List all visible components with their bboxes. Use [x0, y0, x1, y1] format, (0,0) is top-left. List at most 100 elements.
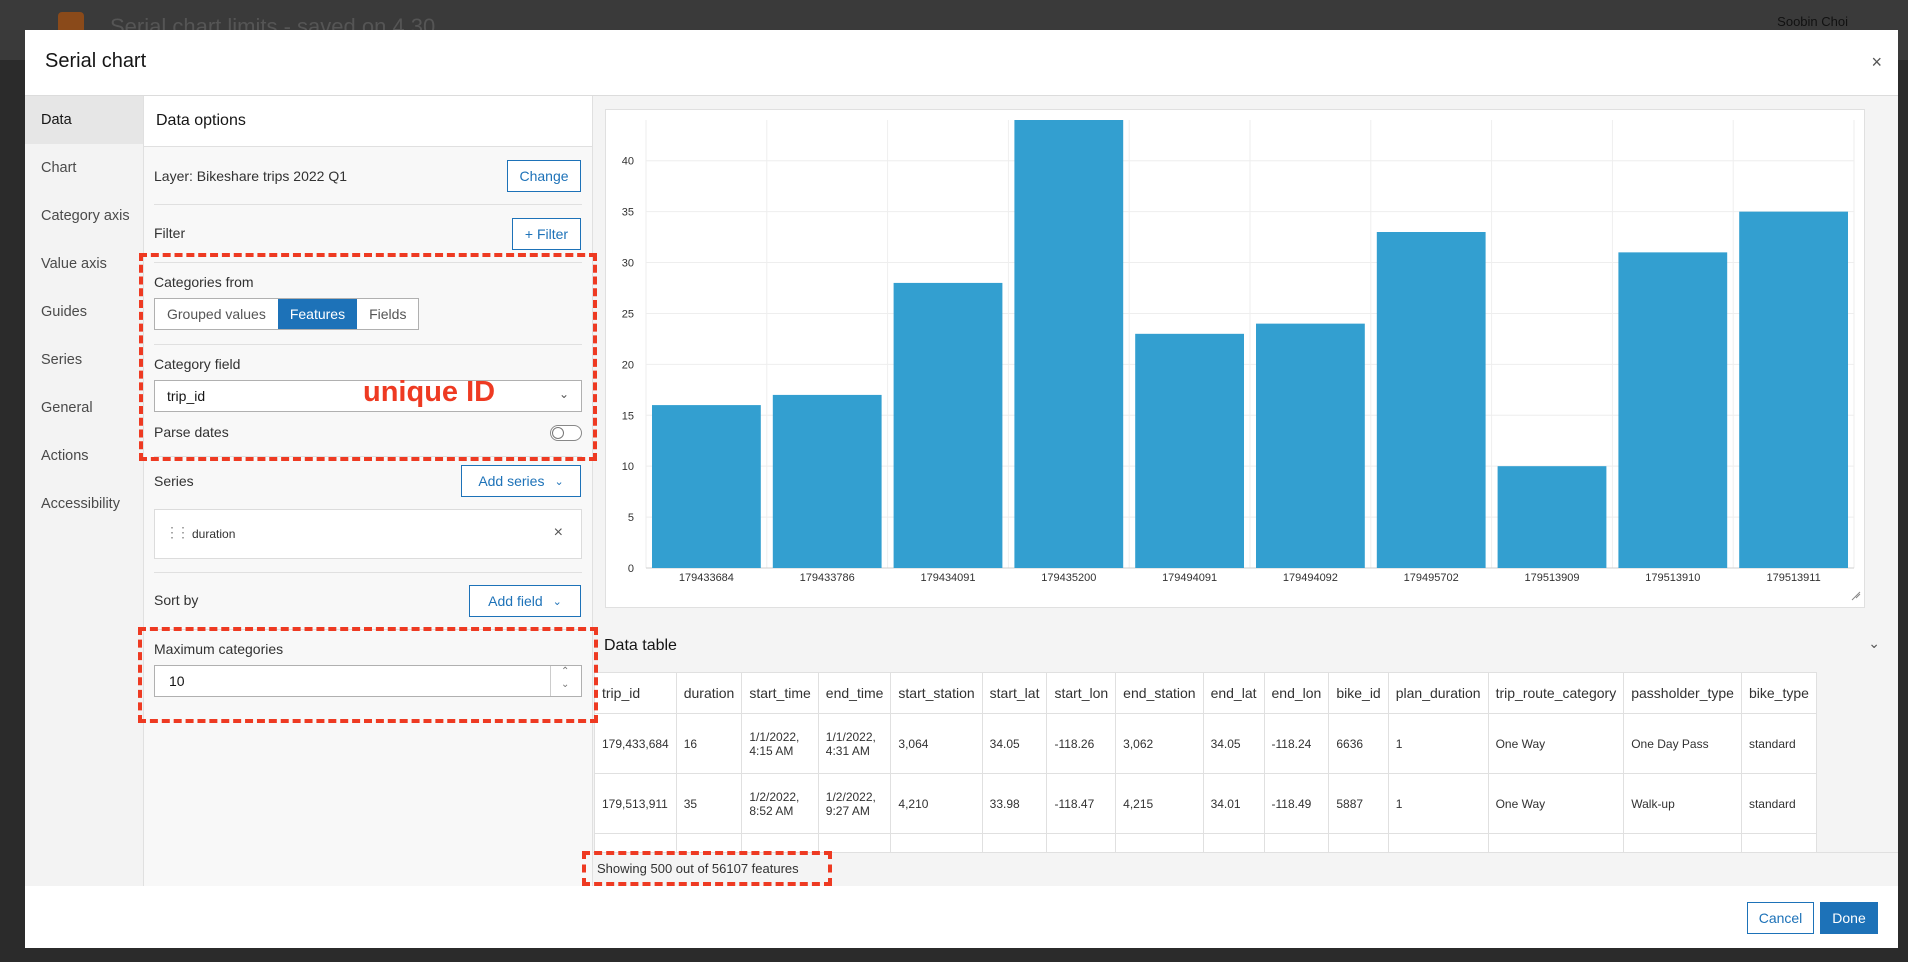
chevron-down-icon: ⌄: [558, 387, 569, 401]
column-header[interactable]: end_lat: [1202, 672, 1265, 714]
parse-dates-toggle[interactable]: [550, 425, 582, 441]
add-field-button[interactable]: Add field ⌄: [469, 585, 581, 617]
bar: [652, 405, 761, 568]
table-cell: [1328, 833, 1389, 852]
table-cell: [981, 833, 1048, 852]
table-row[interactable]: 179,433,684 16 1/1/2022, 4:15 AM 1/1/2022, 4:…: [594, 713, 1817, 774]
x-tick-label: 179494092: [1283, 572, 1338, 584]
table-cell: [1740, 833, 1817, 852]
series-item-label: duration: [192, 527, 236, 541]
table-cell: 4,215: [1115, 773, 1204, 834]
cancel-button[interactable]: Cancel: [1747, 902, 1814, 934]
series-item: ⋮⋮ duration ×: [154, 509, 582, 559]
x-tick-label: 179513909: [1524, 572, 1579, 584]
table-cell: [1263, 833, 1330, 852]
nav-item-accessibility[interactable]: Accessibility: [41, 496, 120, 512]
y-tick-label: 10: [622, 461, 634, 473]
table-cell: 35: [675, 773, 743, 834]
table-cell: 1/2/2022, 9:27 AM: [817, 773, 892, 834]
dialog-header: Serial chart ×: [25, 30, 1898, 96]
x-tick-label: 179513910: [1645, 572, 1700, 584]
table-cell: 1/2/2022,: [817, 833, 892, 852]
table-cell: One Day Pass: [1623, 713, 1742, 774]
chevron-down-icon: ⌄: [554, 475, 564, 488]
drag-handle-icon[interactable]: ⋮⋮: [165, 524, 190, 540]
y-tick-label: 5: [628, 512, 634, 524]
collapse-chevron-icon[interactable]: ⌄: [1868, 635, 1880, 651]
chevron-down-icon: ⌄: [552, 595, 562, 608]
column-header[interactable]: start_lat: [981, 672, 1048, 714]
y-tick-label: 15: [622, 410, 634, 422]
nav-item-series[interactable]: Series: [41, 352, 83, 368]
column-header[interactable]: passholder_type: [1623, 672, 1742, 714]
data-table-heading: Data table: [604, 637, 677, 654]
table-cell: 1: [1387, 773, 1489, 834]
column-header[interactable]: plan_duration: [1387, 672, 1489, 714]
table-cell: 34.05: [1202, 713, 1265, 774]
nav-item-category-axis[interactable]: Category axis: [41, 208, 130, 224]
segment-features[interactable]: Features: [277, 299, 358, 329]
nav-item-actions[interactable]: Actions: [41, 448, 89, 464]
add-filter-button[interactable]: + Filter: [512, 218, 581, 250]
segment-fields[interactable]: Fields: [369, 306, 407, 322]
add-series-label: Add series: [478, 473, 545, 489]
filter-label: Filter: [154, 225, 186, 241]
x-tick-label: 179433684: [679, 572, 734, 584]
nav-item-general[interactable]: General: [41, 400, 93, 416]
table-cell: standard: [1740, 713, 1817, 774]
dialog-title: Serial chart: [45, 50, 147, 72]
table-cell: -118.26: [1046, 713, 1117, 774]
table-cell: 1/2/2022,: [741, 833, 819, 852]
table-cell: [1623, 833, 1742, 852]
table-cell: 1/1/2022, 4:31 AM: [817, 713, 892, 774]
table-row[interactable]: 1/2/2022,1/2/2022,: [594, 833, 1817, 852]
table-cell: 34.05: [981, 713, 1048, 774]
change-layer-button[interactable]: Change: [507, 160, 581, 192]
bar: [893, 282, 1003, 568]
column-header[interactable]: end_station: [1115, 672, 1204, 714]
bar: [1014, 120, 1124, 568]
done-button[interactable]: Done: [1820, 902, 1878, 934]
table-cell: Walk-up: [1623, 773, 1742, 834]
categories-from-segmented-control: Grouped values Features Fields: [154, 298, 420, 330]
column-header[interactable]: bike_type: [1740, 672, 1817, 714]
table-cell: [1202, 833, 1265, 852]
column-header[interactable]: start_station: [890, 672, 983, 714]
x-tick-label: 179495702: [1404, 572, 1459, 584]
decrement-icon[interactable]: ⌄: [561, 679, 570, 690]
nav-item-data[interactable]: Data: [25, 96, 143, 144]
table-cell: [1046, 833, 1117, 852]
data-options-heading: Data options: [144, 96, 592, 147]
table-cell: 6636: [1328, 713, 1389, 774]
bar: [772, 394, 882, 568]
data-table-viewport[interactable]: trip_id duration start_time end_time start_s…: [594, 672, 1891, 852]
column-header[interactable]: trip_id: [594, 672, 677, 714]
nav-item-guides[interactable]: Guides: [41, 304, 87, 320]
bar: [1256, 323, 1365, 568]
maximum-categories-input[interactable]: 10 ⌃ ⌄: [154, 665, 582, 697]
column-header[interactable]: start_lon: [1046, 672, 1117, 714]
x-tick-label: 179494091: [1162, 572, 1217, 584]
column-header[interactable]: trip_route_category: [1487, 672, 1625, 714]
column-header[interactable]: start_time: [741, 672, 819, 714]
resize-handle-icon: [1851, 591, 1861, 601]
close-icon[interactable]: ×: [1871, 52, 1882, 72]
column-header[interactable]: duration: [675, 672, 743, 714]
nav-item-chart[interactable]: Chart: [41, 160, 77, 176]
table-cell: [1487, 833, 1625, 852]
table-cell: 33.98: [981, 773, 1048, 834]
divider: [154, 262, 582, 263]
remove-series-icon[interactable]: ×: [553, 524, 563, 541]
table-row[interactable]: 179,513,911 35 1/2/2022, 8:52 AM 1/2/2022, 9:…: [594, 773, 1817, 834]
feature-count-status: Showing 500 out of 56107 features: [597, 861, 799, 876]
column-header[interactable]: end_time: [817, 672, 892, 714]
column-header[interactable]: bike_id: [1328, 672, 1389, 714]
column-header[interactable]: end_lon: [1263, 672, 1330, 714]
increment-icon[interactable]: ⌃: [561, 666, 570, 677]
category-field-select[interactable]: trip_id ⌄: [154, 380, 582, 412]
nav-item-value-axis[interactable]: Value axis: [41, 256, 107, 272]
segment-grouped-values[interactable]: Grouped values: [167, 306, 266, 322]
add-series-button[interactable]: Add series ⌄: [461, 465, 581, 497]
table-cell: [1387, 833, 1489, 852]
table-cell: [1115, 833, 1204, 852]
